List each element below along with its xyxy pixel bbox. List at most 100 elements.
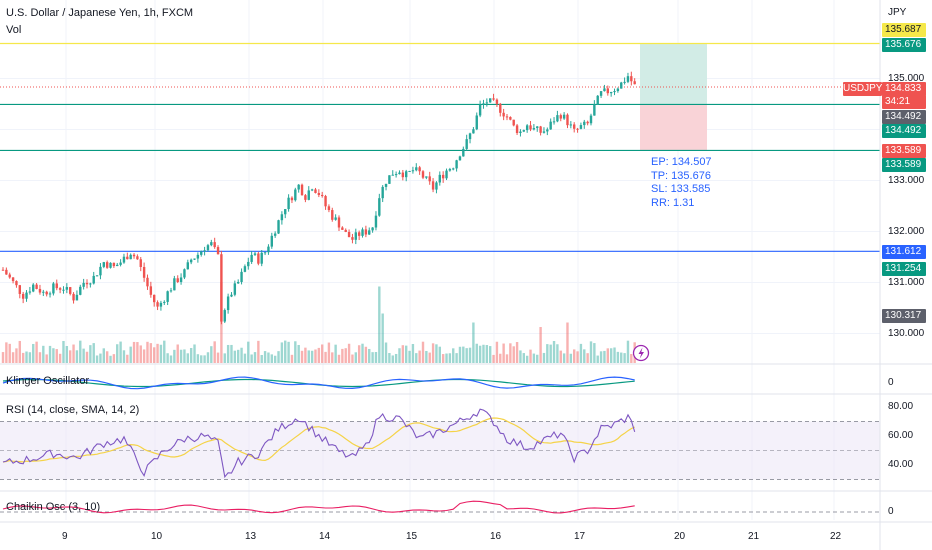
volume-bar	[226, 344, 230, 363]
volume-bar	[284, 340, 287, 363]
volume-bar	[280, 342, 284, 363]
candle-body	[472, 129, 475, 134]
klinger-label[interactable]: Klinger Oscillator	[6, 375, 90, 387]
candle-body	[509, 117, 512, 120]
rsi-line	[2, 408, 636, 479]
volume-bar	[277, 351, 280, 363]
volume-bar	[206, 352, 210, 363]
candle-body	[257, 253, 260, 264]
volume-bar	[304, 347, 307, 363]
candle-body	[48, 293, 52, 295]
volume-bar	[216, 352, 220, 363]
time-tick-label: 10	[151, 531, 163, 542]
stop-loss-text: SL: 133.585	[651, 183, 711, 195]
volume-bar	[475, 343, 478, 363]
volume-bar	[196, 354, 200, 363]
candle-body	[546, 129, 549, 132]
stop-loss-zone	[640, 104, 707, 151]
volume-bar	[532, 353, 536, 363]
volume-bar	[609, 348, 613, 363]
candle-body	[344, 229, 347, 232]
candle-body	[72, 293, 75, 301]
volume-bar	[529, 349, 532, 363]
volume-bar	[438, 346, 441, 363]
volume-bar	[562, 353, 566, 363]
volume-bar	[310, 350, 314, 363]
volume-bar	[85, 351, 89, 363]
candle-body	[247, 261, 250, 267]
candle-body	[183, 269, 186, 278]
volume-bar	[92, 343, 95, 363]
candle-body	[206, 245, 210, 251]
candle-body	[122, 256, 126, 263]
volume-bar	[156, 343, 159, 363]
volume-bar	[324, 351, 327, 363]
candle-body	[8, 274, 11, 278]
volume-bar	[55, 349, 58, 363]
candle-body	[502, 112, 505, 117]
candle-body	[616, 88, 620, 92]
candle-body	[341, 227, 344, 230]
candle-body	[85, 282, 89, 285]
candle-body	[210, 242, 213, 246]
volume-bar	[586, 353, 589, 363]
volume-bar	[435, 344, 438, 363]
candle-body	[243, 266, 247, 272]
volume-bar	[327, 342, 331, 363]
candle-body	[529, 125, 532, 130]
volume-bar	[418, 350, 421, 363]
candle-body	[401, 172, 405, 178]
volume-bar	[499, 353, 502, 363]
last-price-tag: 134.833	[882, 82, 926, 96]
volume-bar	[549, 344, 552, 363]
volume-bar	[213, 341, 216, 363]
candle-body	[156, 302, 159, 307]
candle-body	[5, 269, 8, 275]
lightning-icon[interactable]	[632, 344, 650, 362]
take-profit-tag: 135.676	[882, 38, 926, 52]
stop-tag-green: 133.589	[882, 158, 926, 172]
volume-bar	[579, 343, 583, 363]
volume-bar	[623, 353, 626, 363]
position-zones[interactable]	[640, 44, 707, 151]
gray-level-tag: 130.317	[882, 309, 926, 323]
volume-bar	[243, 353, 247, 363]
volume-bar	[52, 348, 55, 363]
rsi-label[interactable]: RSI (14, close, SMA, 14, 2)	[6, 404, 140, 416]
chaikin-label[interactable]: Chaikin Osc (3, 10)	[6, 501, 101, 513]
candle-body	[58, 288, 62, 290]
candle-body	[240, 271, 243, 282]
candle-body	[52, 283, 55, 294]
volume-bar	[58, 353, 62, 363]
stop-tag-red: 133.589	[882, 144, 926, 158]
horizontal-lines[interactable]	[0, 42, 880, 252]
candle-body	[169, 290, 173, 292]
volume-bar	[122, 350, 126, 363]
volume-label: Vol	[6, 24, 22, 36]
candle-body	[478, 104, 482, 116]
volume-bar	[421, 341, 425, 363]
candle-body	[11, 277, 15, 282]
candle-body	[586, 121, 589, 124]
candle-body	[92, 275, 95, 284]
candle-body	[630, 76, 633, 82]
rsi-axis-label: 60.00	[888, 430, 914, 441]
volume-bar	[613, 347, 616, 363]
candle-body	[489, 98, 492, 103]
candle-body	[573, 124, 576, 129]
countdown-tag: 34:21	[882, 95, 926, 109]
volume-bar	[183, 349, 186, 363]
volume-bar	[126, 354, 129, 363]
volume-bar	[273, 355, 277, 363]
candle-body	[75, 294, 79, 301]
candle-body	[613, 91, 616, 93]
volume-bar	[230, 344, 233, 363]
candle-body	[304, 195, 307, 200]
volume-bar	[153, 347, 156, 363]
candle-body	[552, 121, 556, 123]
candle-body	[542, 131, 546, 133]
take-profit-zone	[640, 44, 707, 105]
volume-bar	[495, 341, 499, 363]
candle-body	[186, 262, 189, 270]
candle-body	[18, 285, 21, 294]
